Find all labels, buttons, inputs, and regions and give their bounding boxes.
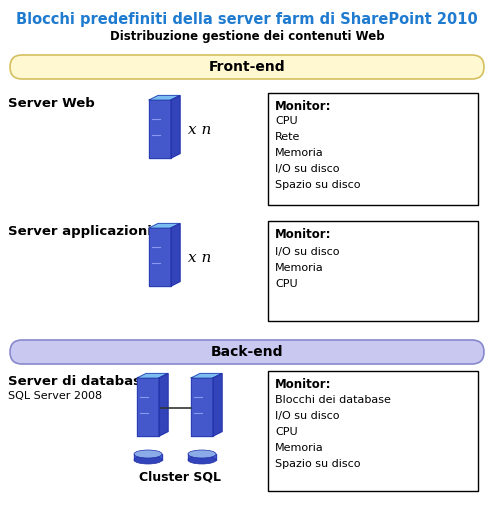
Polygon shape <box>149 95 180 100</box>
Ellipse shape <box>134 456 162 464</box>
Polygon shape <box>188 454 216 460</box>
Ellipse shape <box>134 450 162 458</box>
Polygon shape <box>213 374 222 436</box>
FancyBboxPatch shape <box>10 55 484 79</box>
Polygon shape <box>149 224 180 228</box>
Polygon shape <box>137 374 168 378</box>
Text: Front-end: Front-end <box>208 60 286 74</box>
Polygon shape <box>191 378 213 436</box>
Text: CPU: CPU <box>275 427 297 437</box>
FancyBboxPatch shape <box>268 371 478 491</box>
Text: I/O su disco: I/O su disco <box>275 164 339 174</box>
Polygon shape <box>171 95 180 158</box>
Polygon shape <box>149 228 171 286</box>
Text: CPU: CPU <box>275 279 297 289</box>
Ellipse shape <box>188 450 216 458</box>
Polygon shape <box>137 378 159 436</box>
Text: Rete: Rete <box>275 132 300 142</box>
Text: Back-end: Back-end <box>211 345 283 359</box>
Polygon shape <box>149 100 171 158</box>
Text: Server Web: Server Web <box>8 97 95 110</box>
Text: Monitor:: Monitor: <box>275 228 331 241</box>
FancyBboxPatch shape <box>10 340 484 364</box>
FancyBboxPatch shape <box>268 93 478 205</box>
Text: Monitor:: Monitor: <box>275 100 331 113</box>
Polygon shape <box>191 374 222 378</box>
Text: Memoria: Memoria <box>275 148 324 158</box>
Polygon shape <box>159 374 168 436</box>
Text: Distribuzione gestione dei contenuti Web: Distribuzione gestione dei contenuti Web <box>110 30 384 43</box>
Text: x n: x n <box>188 251 211 265</box>
Text: Blocchi predefiniti della server farm di SharePoint 2010: Blocchi predefiniti della server farm di… <box>16 12 478 27</box>
Text: Monitor:: Monitor: <box>275 378 331 391</box>
Text: Server applicazioni: Server applicazioni <box>8 225 152 238</box>
Text: Cluster SQL: Cluster SQL <box>139 470 221 483</box>
Text: Server di database: Server di database <box>8 375 150 388</box>
Text: I/O su disco: I/O su disco <box>275 247 339 257</box>
Ellipse shape <box>188 456 216 464</box>
Text: Memoria: Memoria <box>275 443 324 453</box>
Text: Spazio su disco: Spazio su disco <box>275 180 361 190</box>
Polygon shape <box>134 454 162 460</box>
Text: I/O su disco: I/O su disco <box>275 411 339 421</box>
Text: x n: x n <box>188 123 211 137</box>
FancyBboxPatch shape <box>268 221 478 321</box>
Text: Spazio su disco: Spazio su disco <box>275 459 361 469</box>
Text: Blocchi dei database: Blocchi dei database <box>275 395 391 405</box>
Text: CPU: CPU <box>275 116 297 126</box>
Text: Memoria: Memoria <box>275 263 324 273</box>
Polygon shape <box>171 224 180 286</box>
Text: SQL Server 2008: SQL Server 2008 <box>8 391 102 401</box>
